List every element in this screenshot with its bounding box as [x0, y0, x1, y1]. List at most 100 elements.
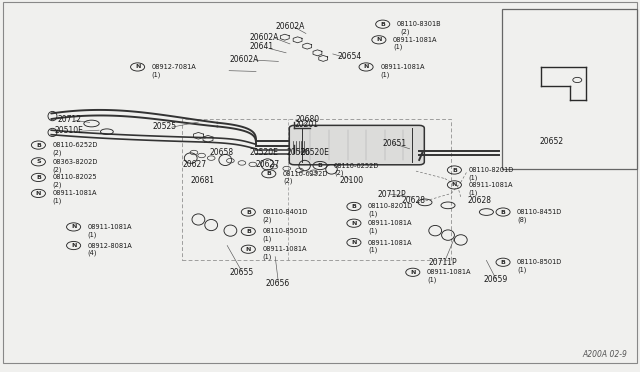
- Text: 20520E: 20520E: [250, 148, 278, 157]
- Text: 08110-8201D: 08110-8201D: [468, 167, 514, 173]
- Text: 20652: 20652: [540, 137, 564, 146]
- Text: 08911-1081A: 08911-1081A: [88, 224, 132, 230]
- Text: 20602A: 20602A: [275, 22, 305, 31]
- Text: (1): (1): [152, 71, 161, 78]
- Text: (1): (1): [368, 211, 378, 217]
- Text: 20628: 20628: [402, 196, 426, 205]
- Text: 08911-1081A: 08911-1081A: [52, 190, 97, 196]
- Text: 08911-1081A: 08911-1081A: [368, 220, 413, 226]
- Text: 20627: 20627: [256, 160, 280, 169]
- Text: (1): (1): [380, 71, 390, 78]
- Text: 20712P: 20712P: [378, 190, 406, 199]
- Text: N: N: [452, 182, 457, 187]
- Text: (2): (2): [52, 166, 62, 173]
- Text: 20510E: 20510E: [54, 126, 83, 135]
- Text: 08110-82025: 08110-82025: [52, 174, 97, 180]
- Text: N: N: [71, 243, 76, 248]
- Text: B: B: [500, 209, 506, 215]
- Text: 20641: 20641: [250, 42, 274, 51]
- Bar: [502, 9, 637, 169]
- Text: (1): (1): [368, 247, 378, 253]
- Text: S: S: [36, 159, 41, 164]
- Text: 20100: 20100: [339, 176, 364, 185]
- Text: 08911-1081A: 08911-1081A: [368, 240, 413, 246]
- Text: N: N: [410, 270, 415, 275]
- Text: 20526: 20526: [286, 148, 310, 157]
- Text: N: N: [364, 64, 369, 70]
- Text: 08110-8201D: 08110-8201D: [368, 203, 413, 209]
- Text: 08912-7081A: 08912-7081A: [152, 64, 196, 70]
- Text: 20520E: 20520E: [301, 148, 330, 157]
- Text: 08110-6252D: 08110-6252D: [283, 171, 328, 177]
- Text: 20656: 20656: [266, 279, 290, 288]
- Text: 20201: 20201: [294, 120, 319, 129]
- Text: 08911-1081A: 08911-1081A: [262, 246, 307, 252]
- Text: 08911-1081A: 08911-1081A: [468, 182, 513, 188]
- Text: 08110-6252D: 08110-6252D: [334, 163, 380, 169]
- Text: N: N: [246, 247, 251, 252]
- Text: 08363-8202D: 08363-8202D: [52, 159, 98, 165]
- Text: 20712: 20712: [58, 115, 82, 124]
- Text: 08110-8301B: 08110-8301B: [397, 21, 442, 27]
- Text: 20525: 20525: [152, 122, 177, 131]
- Text: B: B: [351, 204, 356, 209]
- Text: 20711P: 20711P: [429, 258, 458, 267]
- Text: (1): (1): [517, 266, 527, 273]
- Text: (1): (1): [427, 276, 436, 283]
- Text: 20659: 20659: [483, 275, 508, 284]
- Text: B: B: [500, 260, 506, 265]
- Text: (8): (8): [517, 216, 527, 223]
- Text: N: N: [36, 191, 41, 196]
- Text: B: B: [36, 142, 41, 148]
- Text: (2): (2): [334, 170, 344, 176]
- Text: 08110-6252D: 08110-6252D: [52, 142, 98, 148]
- Text: 08912-8081A: 08912-8081A: [88, 243, 132, 248]
- Text: B: B: [266, 171, 271, 176]
- Text: 08911-1081A: 08911-1081A: [393, 37, 438, 43]
- Text: 20602A: 20602A: [229, 55, 259, 64]
- Text: 20628: 20628: [467, 196, 492, 205]
- Text: N: N: [351, 240, 356, 245]
- Text: 20658: 20658: [210, 148, 234, 157]
- Text: 08110-8501D: 08110-8501D: [262, 228, 308, 234]
- Text: 08110-8401D: 08110-8401D: [262, 209, 308, 215]
- Bar: [182, 119, 451, 260]
- Text: B: B: [246, 229, 251, 234]
- Text: N: N: [71, 224, 76, 230]
- Text: 20654: 20654: [338, 52, 362, 61]
- Text: (1): (1): [368, 227, 378, 234]
- Text: B: B: [246, 209, 251, 215]
- Text: N: N: [376, 37, 381, 42]
- Text: N: N: [351, 221, 356, 226]
- Text: 20680: 20680: [296, 115, 320, 124]
- Text: 20627: 20627: [182, 160, 207, 169]
- Text: N: N: [135, 64, 140, 70]
- Text: 08911-1081A: 08911-1081A: [380, 64, 425, 70]
- Text: B: B: [452, 167, 457, 173]
- Text: (4): (4): [88, 250, 97, 256]
- FancyBboxPatch shape: [289, 125, 424, 165]
- Text: (1): (1): [468, 189, 478, 196]
- Text: (1): (1): [52, 198, 62, 204]
- Text: 08110-8451D: 08110-8451D: [517, 209, 563, 215]
- Text: (2): (2): [401, 28, 410, 35]
- Text: (2): (2): [262, 216, 272, 223]
- Text: 20655: 20655: [229, 268, 253, 277]
- Text: (1): (1): [262, 253, 272, 260]
- Text: (2): (2): [283, 178, 292, 185]
- Text: (1): (1): [393, 44, 403, 51]
- Text: (1): (1): [88, 231, 97, 238]
- Text: B: B: [380, 22, 385, 27]
- Text: (2): (2): [52, 182, 62, 188]
- Text: (2): (2): [52, 149, 62, 156]
- Text: 08110-8501D: 08110-8501D: [517, 259, 563, 265]
- Text: B: B: [36, 175, 41, 180]
- Text: B: B: [317, 163, 323, 168]
- Text: 20602A: 20602A: [250, 33, 279, 42]
- Text: 08911-1081A: 08911-1081A: [427, 269, 472, 275]
- Text: 20651: 20651: [383, 139, 407, 148]
- Text: (1): (1): [262, 235, 272, 242]
- Text: 20681: 20681: [191, 176, 215, 185]
- Text: A200A 02-9: A200A 02-9: [582, 350, 627, 359]
- Text: (1): (1): [468, 174, 478, 181]
